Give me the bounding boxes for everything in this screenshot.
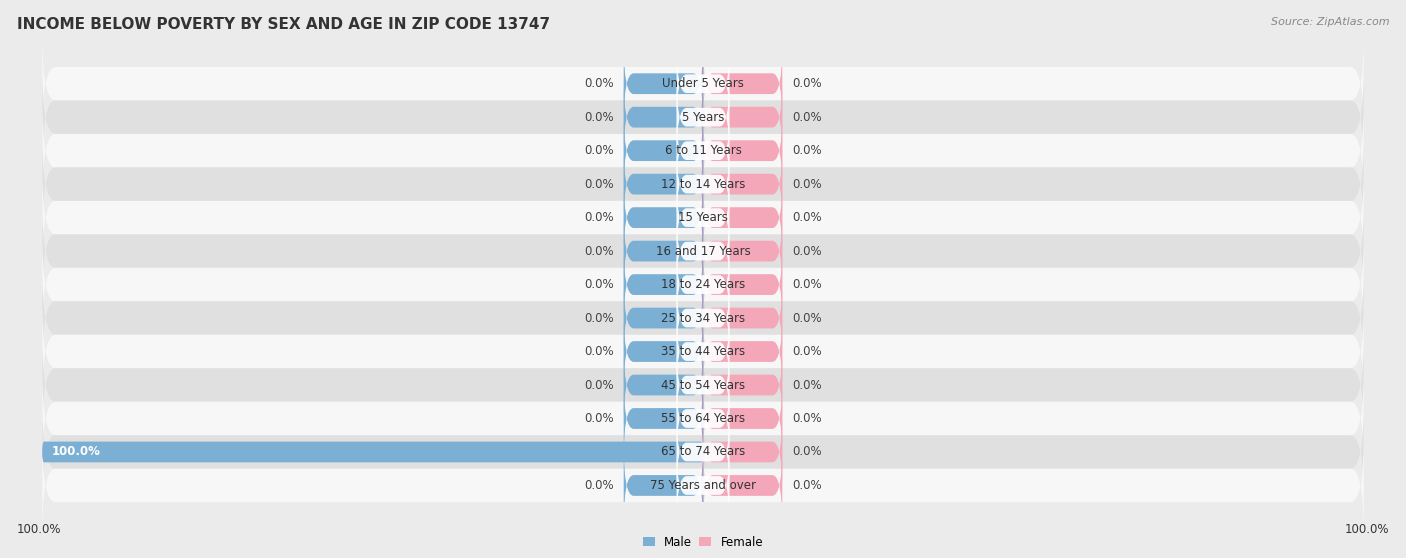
Text: 0.0%: 0.0% xyxy=(583,378,614,392)
Text: 45 to 54 Years: 45 to 54 Years xyxy=(661,378,745,392)
FancyBboxPatch shape xyxy=(703,78,782,157)
FancyBboxPatch shape xyxy=(624,44,703,123)
Text: 0.0%: 0.0% xyxy=(792,345,823,358)
Text: 0.0%: 0.0% xyxy=(583,211,614,224)
Text: 0.0%: 0.0% xyxy=(583,144,614,157)
Text: 0.0%: 0.0% xyxy=(792,144,823,157)
FancyBboxPatch shape xyxy=(42,335,1364,435)
Text: 0.0%: 0.0% xyxy=(792,378,823,392)
Text: 0.0%: 0.0% xyxy=(792,77,823,90)
FancyBboxPatch shape xyxy=(624,78,703,157)
Text: 100.0%: 100.0% xyxy=(17,523,62,536)
Text: 0.0%: 0.0% xyxy=(583,110,614,124)
FancyBboxPatch shape xyxy=(703,145,782,224)
FancyBboxPatch shape xyxy=(624,312,703,391)
Text: 35 to 44 Years: 35 to 44 Years xyxy=(661,345,745,358)
Text: 0.0%: 0.0% xyxy=(583,479,614,492)
FancyBboxPatch shape xyxy=(624,278,703,358)
FancyBboxPatch shape xyxy=(703,379,782,458)
FancyBboxPatch shape xyxy=(42,368,1364,469)
FancyBboxPatch shape xyxy=(703,312,782,391)
FancyBboxPatch shape xyxy=(42,134,1364,234)
FancyBboxPatch shape xyxy=(624,245,703,324)
FancyBboxPatch shape xyxy=(703,178,782,257)
FancyBboxPatch shape xyxy=(676,110,730,191)
FancyBboxPatch shape xyxy=(703,345,782,425)
FancyBboxPatch shape xyxy=(676,76,730,158)
FancyBboxPatch shape xyxy=(703,245,782,324)
Text: 100.0%: 100.0% xyxy=(52,445,101,459)
Text: 18 to 24 Years: 18 to 24 Years xyxy=(661,278,745,291)
FancyBboxPatch shape xyxy=(624,178,703,257)
Text: 0.0%: 0.0% xyxy=(792,177,823,191)
Text: 0.0%: 0.0% xyxy=(792,412,823,425)
Text: 0.0%: 0.0% xyxy=(583,278,614,291)
FancyBboxPatch shape xyxy=(624,379,703,458)
FancyBboxPatch shape xyxy=(703,412,782,492)
FancyBboxPatch shape xyxy=(624,345,703,425)
Text: 0.0%: 0.0% xyxy=(792,244,823,258)
Text: Under 5 Years: Under 5 Years xyxy=(662,77,744,90)
FancyBboxPatch shape xyxy=(42,402,1364,502)
FancyBboxPatch shape xyxy=(42,268,1364,368)
FancyBboxPatch shape xyxy=(676,344,730,426)
FancyBboxPatch shape xyxy=(703,44,782,123)
Legend: Male, Female: Male, Female xyxy=(643,536,763,549)
Text: 16 and 17 Years: 16 and 17 Years xyxy=(655,244,751,258)
Text: 0.0%: 0.0% xyxy=(792,211,823,224)
Text: 6 to 11 Years: 6 to 11 Years xyxy=(665,144,741,157)
FancyBboxPatch shape xyxy=(676,43,730,124)
Text: 0.0%: 0.0% xyxy=(792,311,823,325)
FancyBboxPatch shape xyxy=(42,301,1364,402)
Text: 0.0%: 0.0% xyxy=(583,244,614,258)
FancyBboxPatch shape xyxy=(703,111,782,190)
FancyBboxPatch shape xyxy=(42,201,1364,301)
Text: 65 to 74 Years: 65 to 74 Years xyxy=(661,445,745,459)
FancyBboxPatch shape xyxy=(676,177,730,258)
Text: 0.0%: 0.0% xyxy=(583,412,614,425)
FancyBboxPatch shape xyxy=(624,145,703,224)
Text: 75 Years and over: 75 Years and over xyxy=(650,479,756,492)
FancyBboxPatch shape xyxy=(676,143,730,225)
Text: 15 Years: 15 Years xyxy=(678,211,728,224)
Text: 0.0%: 0.0% xyxy=(792,110,823,124)
FancyBboxPatch shape xyxy=(624,211,703,291)
Text: 0.0%: 0.0% xyxy=(792,278,823,291)
Text: 0.0%: 0.0% xyxy=(583,77,614,90)
FancyBboxPatch shape xyxy=(676,244,730,325)
Text: 0.0%: 0.0% xyxy=(583,177,614,191)
FancyBboxPatch shape xyxy=(703,446,782,525)
FancyBboxPatch shape xyxy=(42,435,1364,536)
FancyBboxPatch shape xyxy=(42,33,1364,134)
FancyBboxPatch shape xyxy=(676,445,730,526)
Text: 25 to 34 Years: 25 to 34 Years xyxy=(661,311,745,325)
FancyBboxPatch shape xyxy=(703,211,782,291)
Text: 0.0%: 0.0% xyxy=(792,445,823,459)
Text: 0.0%: 0.0% xyxy=(792,479,823,492)
FancyBboxPatch shape xyxy=(676,210,730,292)
FancyBboxPatch shape xyxy=(703,278,782,358)
Text: 0.0%: 0.0% xyxy=(583,345,614,358)
FancyBboxPatch shape xyxy=(42,441,703,463)
Text: 55 to 64 Years: 55 to 64 Years xyxy=(661,412,745,425)
FancyBboxPatch shape xyxy=(42,167,1364,268)
FancyBboxPatch shape xyxy=(624,446,703,525)
FancyBboxPatch shape xyxy=(676,277,730,359)
Text: 12 to 14 Years: 12 to 14 Years xyxy=(661,177,745,191)
Text: INCOME BELOW POVERTY BY SEX AND AGE IN ZIP CODE 13747: INCOME BELOW POVERTY BY SEX AND AGE IN Z… xyxy=(17,17,550,32)
FancyBboxPatch shape xyxy=(42,67,1364,167)
Text: Source: ZipAtlas.com: Source: ZipAtlas.com xyxy=(1271,17,1389,27)
FancyBboxPatch shape xyxy=(42,234,1364,335)
FancyBboxPatch shape xyxy=(624,111,703,190)
FancyBboxPatch shape xyxy=(42,100,1364,201)
FancyBboxPatch shape xyxy=(676,411,730,493)
FancyBboxPatch shape xyxy=(676,311,730,392)
Text: 100.0%: 100.0% xyxy=(1344,523,1389,536)
FancyBboxPatch shape xyxy=(676,378,730,459)
Text: 5 Years: 5 Years xyxy=(682,110,724,124)
Text: 0.0%: 0.0% xyxy=(583,311,614,325)
